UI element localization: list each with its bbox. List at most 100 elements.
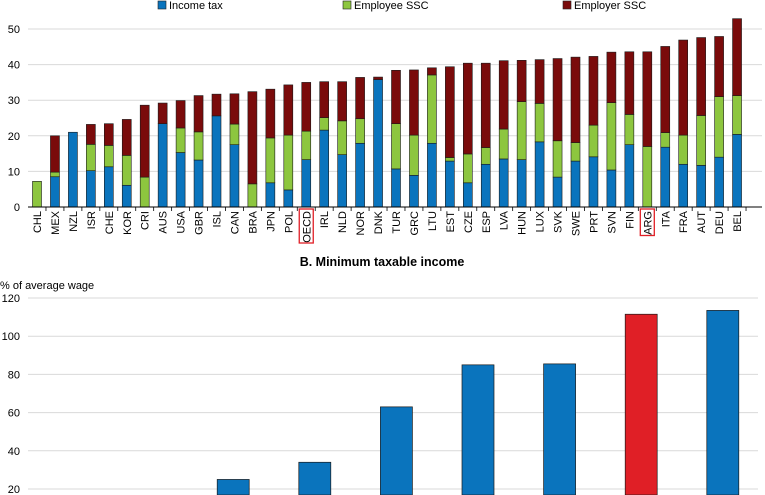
legend-label: Employer SSC [574, 0, 646, 12]
x-tick-label: OECD [301, 211, 313, 243]
x-tick-label: LVA [499, 210, 511, 230]
bar-segment-EST-2 [445, 66, 455, 158]
x-tick-label: CRI [140, 211, 152, 230]
bar-segment-ITA-2 [660, 46, 671, 133]
bar-segment-LTU-1 [427, 74, 437, 144]
highlight-box-ARG [639, 208, 655, 237]
bar-segment-PRT-0 [588, 156, 599, 208]
x-tick-label: BEL [732, 211, 744, 232]
bar-segment-JPN-2 [265, 88, 276, 139]
bar-segment-EST-0 [445, 160, 455, 208]
bar-segment-FIN-2 [624, 51, 635, 115]
bar-segment-JPN-1 [265, 137, 276, 184]
legend-label: Employee SSC [354, 0, 429, 12]
bar-segment-GRC-1 [409, 134, 419, 176]
bar-segment-GRC-2 [409, 69, 419, 136]
bar-segment-GBR-1 [193, 131, 204, 161]
x-tick-label: USA [176, 210, 188, 233]
x-tick-label: KOR [122, 211, 134, 235]
bar-segment-LTU-2 [427, 67, 437, 76]
bar-segment-LVA-2 [498, 60, 509, 130]
x-tick-label: ISR [86, 211, 98, 229]
bar-segment-USA-2 [175, 100, 186, 129]
bar-segment-TUR-2 [391, 69, 401, 124]
legend-swatch-2 [562, 0, 572, 10]
bar-segment-AUS-0 [157, 123, 168, 208]
bar-segment-SVK-1 [552, 140, 563, 178]
x-tick-label: ARG [642, 211, 654, 235]
bar-segment-DEU-1 [714, 96, 724, 158]
bar-segment-SWE-1 [570, 142, 581, 162]
bar-segment-CAN-0 [229, 144, 240, 208]
bar-segment-PRT-1 [588, 124, 599, 158]
bar-segment-ISL-0 [211, 115, 222, 208]
x-tick-label: EST [445, 211, 457, 233]
bar-6 [543, 363, 576, 495]
highlight-box-OECD [298, 208, 314, 244]
panel-b-bars [216, 310, 740, 495]
bar-segment-NOR-2 [355, 77, 365, 120]
bar-segment-LUX-2 [534, 59, 545, 104]
x-tick-label: DNK [373, 210, 385, 234]
bar-segment-SVK-2 [552, 58, 563, 142]
y-tick-label: 60 [8, 408, 20, 420]
panel-a-axis: 0 10 20 30 40 50 CHL MEX NZL ISR CHE KOR CRI AUS USA GB… [8, 24, 762, 244]
bar-segment-SVK-0 [552, 176, 563, 208]
x-tick-label: LUX [535, 210, 547, 232]
bar-segment-MEX-0 [50, 176, 60, 208]
x-tick-label: ISL [212, 211, 224, 228]
bar-segment-ESP-1 [480, 147, 491, 165]
bar-segment-SWE-2 [570, 56, 581, 143]
panel-b-title: B. Minimum taxable income [300, 255, 465, 269]
bar-segment-BEL-0 [732, 134, 742, 208]
x-tick-label: DEU [714, 211, 726, 234]
legend: Income tax Employee SSC Employer SSC [157, 0, 646, 12]
x-tick-label: PRT [588, 211, 600, 233]
panel-b-ylabel: % of average wage [0, 280, 94, 292]
bar-segment-CHL-1 [32, 181, 42, 208]
y-tick-label: 30 [8, 95, 20, 107]
bar-segment-KOR-0 [121, 184, 132, 208]
x-tick-label: POL [283, 211, 295, 233]
x-tick-label: NZL [68, 211, 80, 232]
bar-segment-LTU-0 [427, 142, 437, 208]
bar-segment-ESP-2 [480, 62, 491, 148]
bar-segment-HUN-1 [516, 101, 527, 160]
bar-segment-EST-1 [445, 157, 455, 162]
bar-segment-OECD-1 [301, 130, 312, 160]
x-tick-label: MEX [50, 210, 62, 235]
bar-4 [380, 406, 413, 495]
bar-segment-KOR-1 [121, 155, 132, 186]
x-tick-label: FIN [624, 211, 636, 229]
bar-segment-ISR-2 [86, 124, 96, 145]
bar-segment-AUS-2 [157, 102, 168, 124]
bar-segment-NLD-1 [337, 120, 347, 155]
bar-segment-JPN-0 [265, 182, 276, 208]
y-tick-label: 100 [2, 331, 20, 343]
bar-segment-POL-1 [283, 134, 294, 191]
bar-segment-ITA-1 [660, 132, 671, 148]
x-tick-label: GRC [409, 211, 421, 236]
bar-segment-FIN-1 [624, 114, 635, 146]
bar-segment-PRT-2 [588, 56, 599, 126]
bar-segment-USA-0 [175, 152, 186, 208]
bar-segment-OECD-0 [301, 159, 312, 208]
x-tick-label: NLD [337, 211, 349, 233]
bar-segment-DNK-0 [373, 79, 383, 208]
bar-segment-CZE-2 [462, 62, 473, 155]
x-tick-label: SVN [606, 211, 618, 234]
bar-segment-POL-2 [283, 84, 294, 136]
bar-segment-CRI-2 [139, 104, 150, 178]
bar-segment-BRA-1 [247, 183, 258, 208]
bar-3 [298, 461, 332, 495]
x-tick-label: CHL [32, 211, 44, 233]
bar-segment-CZE-1 [462, 153, 473, 184]
x-tick-label: LTU [427, 211, 439, 231]
bar-segment-AUT-1 [696, 115, 706, 166]
x-tick-label: AUT [696, 211, 708, 233]
x-tick-label: IRL [319, 211, 331, 228]
x-tick-label: SWE [571, 211, 583, 236]
bar-segment-BEL-1 [732, 95, 742, 135]
x-tick-label: TUR [391, 211, 403, 234]
